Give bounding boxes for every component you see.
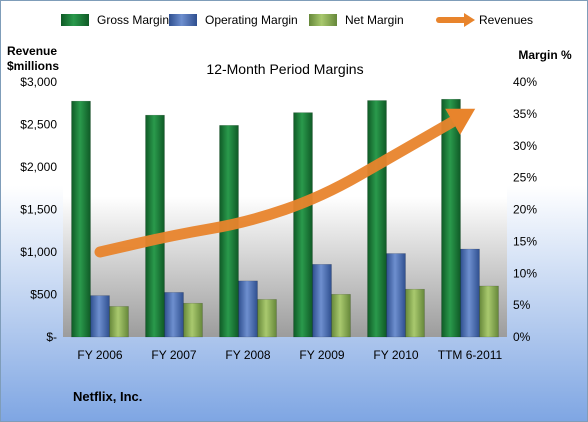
left-axis-label-line1: Revenue [7,44,57,58]
legend-label-net-margin: Net Margin [345,13,404,27]
bar-net-margin [257,299,277,338]
left-tick-label: $500 [30,288,57,302]
bar-gross-margin [71,100,91,338]
legend-label-operating-margin: Operating Margin [205,13,298,27]
right-tick-label: 25% [513,171,537,185]
legend-arrow-revenues [464,13,475,27]
revenue-line-path [94,116,458,258]
bar-net-margin [109,306,129,338]
right-tick-label: 40% [513,75,537,89]
right-tick-label: 15% [513,234,537,248]
right-tick-label: 5% [513,298,531,312]
right-axis-ticks: 0% 5% 10% 15% 20% 25% 30% 35% 40% [513,75,537,344]
bar-net-margin [405,288,425,338]
left-tick-label: $2,000 [20,160,57,174]
left-tick-label: $3,000 [20,75,57,89]
legend-swatch-net-margin [309,14,337,26]
left-tick-label: $1,500 [20,203,57,217]
bar-gross-margin [293,112,313,338]
left-tick-label: $- [46,330,57,344]
left-axis-ticks: $- $500 $1,000 $1,500 $2,000 $2,500 $3,000 [20,75,57,344]
company-name: Netflix, Inc. [73,389,142,404]
legend-swatch-gross-margin [61,14,89,26]
right-tick-label: 20% [513,203,537,217]
revenue-arrow-head [445,108,476,135]
right-tick-label: 10% [513,266,537,280]
category-label: FY 2009 [299,348,344,362]
bar-gross-margin [441,98,461,338]
category-labels: FY 2006 FY 2007 FY 2008 FY 2009 FY 2010 TTM 6… [77,348,502,362]
right-tick-label: 35% [513,107,537,121]
bar-operating-margin [238,280,258,338]
left-tick-label: $1,000 [20,245,57,259]
right-tick-label: 30% [513,139,537,153]
left-axis-label-line2: $millions [7,59,59,73]
bar-gross-margin [145,114,165,338]
legend: Gross Margin Operating Margin Net Margin Re… [61,13,533,27]
category-label: FY 2008 [225,348,270,362]
chart-title: 12-Month Period Margins [206,61,363,77]
bar-net-margin [183,302,203,338]
bar-gross-margin [367,100,387,338]
left-tick-label: $2,500 [20,118,57,132]
bar-operating-margin [90,295,110,338]
right-tick-label: 0% [513,330,531,344]
legend-label-revenues: Revenues [479,13,533,27]
bar-net-margin [331,294,351,338]
category-label: TTM 6-2011 [438,348,503,362]
bar-operating-margin [386,253,406,338]
legend-label-gross-margin: Gross Margin [97,13,169,27]
right-axis-label: Margin % [518,48,572,62]
bar-operating-margin [460,248,480,338]
category-label: FY 2010 [373,348,418,362]
category-label: FY 2006 [77,348,122,362]
category-label: FY 2007 [151,348,196,362]
revenue-line [94,108,476,258]
legend-swatch-operating-margin [169,14,197,26]
bar-operating-margin [312,264,332,338]
bar-net-margin [479,285,499,338]
bar-operating-margin [164,292,184,338]
